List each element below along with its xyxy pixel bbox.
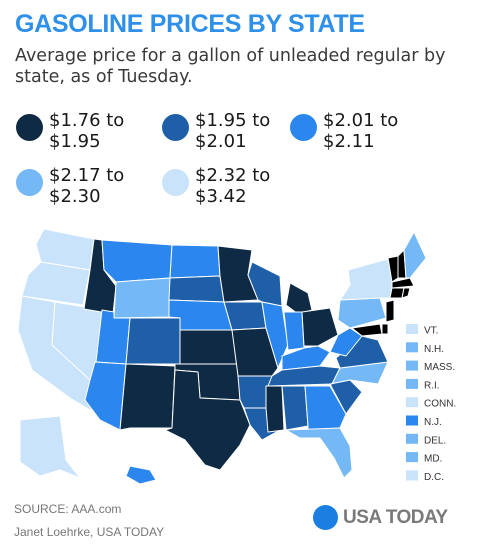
subtitle: Average price for a gallon of unleaded r… bbox=[15, 46, 446, 87]
state-utah bbox=[95, 309, 131, 365]
small-state-label: MASS. bbox=[424, 362, 455, 373]
state-wyoming bbox=[113, 277, 171, 319]
small-state-label: MD. bbox=[424, 454, 442, 465]
small-state-label: CONN. bbox=[424, 399, 456, 410]
legend-swatch bbox=[16, 169, 43, 196]
small-state-label: N.J. bbox=[424, 417, 442, 428]
state-iowa bbox=[223, 301, 267, 331]
legend-range-start: $2.01 to bbox=[323, 110, 399, 131]
legend-range-end: $2.11 bbox=[323, 131, 375, 152]
state-pennsylvania bbox=[337, 297, 387, 329]
small-state-label: N.H. bbox=[424, 344, 444, 355]
small-state-swatch bbox=[406, 342, 418, 353]
small-state-swatch bbox=[406, 378, 418, 389]
small-state-swatch bbox=[406, 433, 418, 444]
state-alaska bbox=[19, 415, 81, 479]
state-north-dakota bbox=[169, 244, 221, 279]
state-florida bbox=[285, 427, 353, 479]
state-montana bbox=[101, 239, 173, 283]
state-massachusetts bbox=[391, 277, 415, 289]
small-state-label: D.C. bbox=[424, 472, 444, 483]
small-state-label: VT. bbox=[424, 326, 438, 337]
state-new-jersey bbox=[385, 299, 395, 323]
state-south-dakota bbox=[168, 275, 225, 303]
legend-range-start: $1.76 to bbox=[49, 110, 125, 131]
page-title: GASOLINE PRICES BY STATE bbox=[15, 10, 365, 38]
state-maine bbox=[403, 231, 427, 279]
legend-item-bin-5: $2.32 to $3.42 bbox=[162, 165, 270, 207]
legend-item-bin-2: $1.95 to $2.01 bbox=[162, 110, 270, 152]
state-colorado bbox=[125, 317, 181, 365]
state-tennessee bbox=[267, 365, 341, 387]
legend-item-bin-1: $1.76 to $1.95 bbox=[16, 110, 124, 152]
small-state-swatch bbox=[406, 470, 418, 481]
state-west-virginia bbox=[329, 327, 363, 357]
legend-range-end: $2.01 bbox=[195, 131, 247, 152]
legend-range-start: $2.17 to bbox=[49, 165, 125, 186]
legend: $1.76 to $1.95 $1.95 to $2.01 $2.01 to $… bbox=[14, 110, 474, 220]
state-rhode-island bbox=[401, 287, 411, 299]
brand-name: USA TODAY bbox=[343, 506, 448, 528]
legend-range-end: $2.30 bbox=[49, 186, 101, 207]
state-new-mexico bbox=[119, 363, 176, 431]
legend-item-bin-4: $2.17 to $2.30 bbox=[16, 165, 124, 207]
legend-swatch bbox=[162, 169, 189, 196]
legend-range-end: $3.42 bbox=[195, 186, 247, 207]
state-missouri bbox=[231, 327, 279, 377]
state-ohio bbox=[301, 307, 339, 347]
legend-swatch bbox=[290, 114, 317, 141]
state-delaware bbox=[381, 323, 389, 335]
legend-item-bin-3: $2.01 to $2.11 bbox=[290, 110, 398, 152]
small-state-swatch bbox=[406, 360, 418, 371]
credit-line: Janet Loehrke, USA TODAY bbox=[14, 525, 165, 539]
small-state-swatch bbox=[406, 324, 418, 334]
legend-range-start: $2.32 to bbox=[195, 165, 271, 186]
small-state-swatch bbox=[406, 397, 418, 408]
state-kansas bbox=[179, 329, 239, 365]
source-note: SOURCE: AAA.com bbox=[14, 502, 122, 516]
state-michigan bbox=[285, 282, 313, 315]
small-state-label: DEL. bbox=[424, 435, 446, 446]
state-mississippi bbox=[265, 385, 285, 433]
legend-range-end: $1.95 bbox=[49, 131, 101, 152]
usa-today-dot-icon bbox=[313, 505, 338, 530]
small-state-swatch bbox=[406, 452, 418, 463]
northeast-states-key: VT. N.H. MASS. R.I. CONN. N.J. DEL. MD. D.C. bbox=[406, 324, 456, 483]
state-indiana bbox=[283, 311, 305, 351]
state-hawaii bbox=[125, 465, 157, 485]
legend-swatch bbox=[162, 114, 189, 141]
usa-today-logo: USA TODAY bbox=[313, 505, 448, 530]
state-texas bbox=[164, 369, 251, 471]
legend-range-start: $1.95 to bbox=[195, 110, 271, 131]
state-maryland bbox=[351, 323, 383, 337]
small-state-swatch bbox=[406, 415, 418, 426]
state-oregon bbox=[21, 261, 91, 306]
small-state-label: R.I. bbox=[424, 380, 440, 391]
state-alabama bbox=[281, 385, 309, 431]
legend-swatch bbox=[16, 114, 43, 141]
